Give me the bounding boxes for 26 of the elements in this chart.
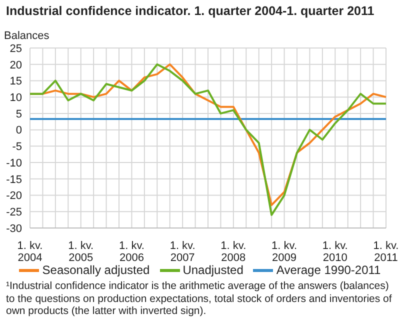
y-tick-label: 15 [10,76,22,88]
y-tick-label: -15 [6,174,22,186]
x-tick-label: 1. kv. 2010 [322,240,348,264]
y-tick-label: -10 [6,157,22,170]
text: ¹Industrial confidence indicator is the arithmetic average of the answers (balances) to the questions on production expectations, total stock of orders and inventories of own products (the latter with inverted sign). [6,280,393,318]
chart-title: Industrial confidence indicator. 1. quarter 2004-1. quarter 2011 [6,4,374,18]
y-axis-title: Balances [4,30,50,42]
y-tick-label: -25 [6,206,22,219]
x-tick-label: 1. kv. 2006 [118,240,144,264]
x-tick-label: 1. kv. 2007 [170,240,196,264]
y-tick-label: -30 [6,222,22,235]
y-tick-label: -5 [12,141,22,154]
x-tick-label: 1. kv. 2008 [220,240,246,264]
x-tick-label: 1. kv. 2009 [272,240,298,264]
legend-label: Average 1990-2011 [275,263,381,277]
x-tick-label: 1. kv. 2011 [373,240,399,264]
legend-label: Seasonally adjusted [41,263,150,277]
y-tick-label: 5 [16,108,22,120]
y-tick-label: 10 [10,92,22,104]
x-tick-label: 1. kv. 2004 [17,240,43,264]
y-tick-label: 20 [10,59,22,72]
x-tick-label: 1. kv. 2005 [68,240,94,264]
legend-label: Unadjusted [182,263,244,277]
y-tick-label: 0 [16,124,22,137]
y-tick-label: -20 [6,190,22,202]
y-tick-label: 25 [10,42,22,55]
